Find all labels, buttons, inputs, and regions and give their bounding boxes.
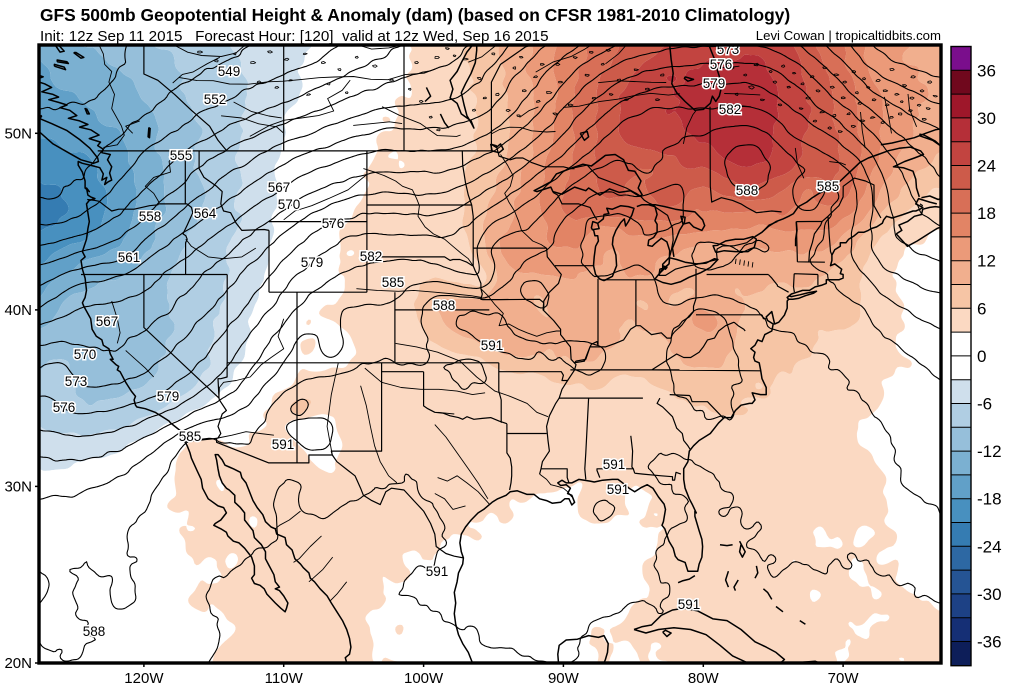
svg-text:591: 591: [272, 437, 295, 452]
svg-text:36: 36: [977, 61, 996, 80]
svg-text:18: 18: [977, 204, 996, 223]
svg-text:40N: 40N: [4, 302, 32, 319]
svg-text:-18: -18: [977, 490, 1002, 509]
svg-text:570: 570: [278, 197, 301, 212]
svg-text:576: 576: [710, 57, 733, 72]
svg-text:576: 576: [322, 216, 345, 231]
svg-text:567: 567: [268, 180, 291, 195]
svg-text:588: 588: [433, 298, 456, 313]
svg-text:585: 585: [179, 429, 202, 444]
svg-text:591: 591: [678, 597, 701, 612]
svg-text:579: 579: [157, 389, 180, 404]
svg-text:12: 12: [977, 252, 996, 271]
svg-text:549: 549: [218, 64, 241, 79]
svg-text:-24: -24: [977, 537, 1002, 556]
svg-text:579: 579: [301, 255, 324, 270]
svg-text:573: 573: [717, 42, 740, 57]
svg-text:-30: -30: [977, 585, 1002, 604]
svg-text:0: 0: [977, 347, 986, 366]
svg-text:588: 588: [736, 183, 759, 198]
svg-text:588: 588: [83, 624, 106, 639]
svg-text:-12: -12: [977, 442, 1002, 461]
svg-text:591: 591: [481, 338, 504, 353]
svg-text:579: 579: [703, 76, 726, 91]
svg-text:564: 564: [194, 206, 217, 221]
svg-text:100W: 100W: [404, 670, 444, 687]
svg-text:561: 561: [118, 250, 141, 265]
svg-text:120W: 120W: [124, 670, 164, 687]
svg-text:24: 24: [977, 157, 996, 176]
svg-text:6: 6: [977, 299, 986, 318]
svg-text:Init: 12z Sep 11 2015 Foreca: Init: 12z Sep 11 2015 Forecast Hour: [12…: [40, 28, 549, 45]
svg-text:591: 591: [426, 564, 449, 579]
svg-text:GFS 500mb Geopotential Height: GFS 500mb Geopotential Height & Anomaly …: [40, 5, 790, 25]
svg-text:30: 30: [977, 109, 996, 128]
svg-text:552: 552: [204, 92, 227, 107]
svg-text:591: 591: [607, 482, 630, 497]
svg-text:80W: 80W: [688, 670, 720, 687]
svg-text:582: 582: [360, 249, 383, 264]
svg-text:558: 558: [139, 209, 162, 224]
svg-text:70W: 70W: [828, 670, 860, 687]
svg-text:-36: -36: [977, 633, 1002, 652]
svg-text:585: 585: [817, 179, 840, 194]
svg-text:570: 570: [74, 347, 97, 362]
svg-text:30N: 30N: [4, 478, 32, 495]
svg-text:90W: 90W: [548, 670, 580, 687]
svg-text:-6: -6: [977, 395, 992, 414]
svg-text:576: 576: [53, 400, 76, 415]
svg-text:555: 555: [170, 148, 193, 163]
svg-text:585: 585: [382, 275, 405, 290]
svg-text:20N: 20N: [4, 655, 32, 672]
svg-text:110W: 110W: [265, 670, 304, 687]
svg-text:Levi Cowan | tropicaltidbits.c: Levi Cowan | tropicaltidbits.com: [756, 28, 941, 43]
svg-text:591: 591: [603, 457, 626, 472]
svg-text:582: 582: [719, 102, 742, 117]
svg-text:573: 573: [65, 374, 88, 389]
svg-text:567: 567: [96, 314, 119, 329]
svg-text:50N: 50N: [4, 125, 32, 142]
